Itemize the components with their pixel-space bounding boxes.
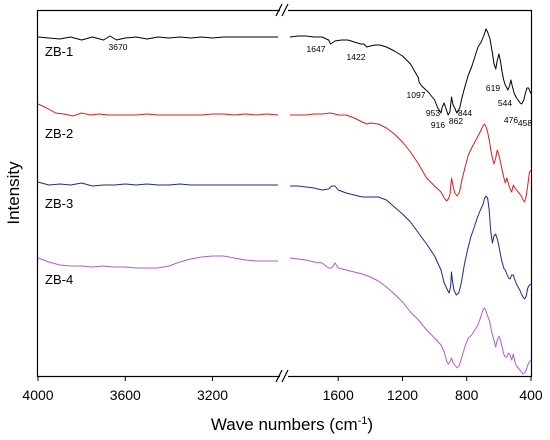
x-tick-label-800: 800	[455, 387, 479, 403]
series-label-zb-1: ZB-1	[45, 44, 73, 59]
x-tick-label-3600: 3600	[110, 387, 141, 403]
peak-label-916: 916	[431, 120, 445, 130]
x-tick-label-4000: 4000	[22, 387, 53, 403]
axis-break-mark-top-2	[281, 3, 289, 17]
peak-label-619: 619	[486, 83, 500, 93]
series-line-zb-3-segment-2	[290, 185, 532, 300]
series-line-zb-4-segment-1	[37, 255, 278, 269]
x-tick-label-400: 400	[519, 387, 543, 403]
x-tick-label-1600: 1600	[323, 387, 354, 403]
peak-label-3670: 3670	[109, 42, 128, 52]
x-tick-label-3200: 3200	[197, 387, 228, 403]
x-axis-title: Wave numbers (cm-1)	[211, 415, 373, 434]
series-line-zb-4-segment-2	[289, 257, 532, 375]
peak-label-953: 953	[426, 108, 440, 118]
axis-break-mark-bottom-2	[281, 369, 289, 383]
peak-label-1422: 1422	[347, 52, 366, 62]
series-line-zb-2-segment-1	[37, 103, 279, 117]
axis-break-mark-bottom-1	[275, 369, 283, 383]
y-axis-title: Intensity	[4, 161, 23, 225]
peak-label-544: 544	[498, 98, 512, 108]
plot-frame	[36, 9, 533, 378]
peak-label-476: 476	[504, 115, 518, 125]
peak-label-458: 458	[518, 118, 532, 128]
x-tick-label-1200: 1200	[387, 387, 418, 403]
axis-break-gap-top	[280, 7, 288, 13]
axis-break-gap-bottom	[280, 373, 288, 379]
series-label-zb-4: ZB-4	[45, 272, 73, 287]
series-label-zb-3: ZB-3	[45, 196, 73, 211]
series-label-zb-2: ZB-2	[45, 126, 73, 141]
series-line-zb-1-segment-1	[37, 35, 278, 41]
peak-label-844: 844	[458, 108, 472, 118]
series-line-zb-2-segment-2	[290, 112, 532, 203]
series-line-zb-1-segment-2	[289, 28, 532, 116]
peak-label-1097: 1097	[407, 90, 426, 100]
peak-label-862: 862	[449, 116, 463, 126]
peak-label-1647: 1647	[307, 44, 326, 54]
series-line-zb-3-segment-1	[37, 181, 278, 187]
axis-break-mark-top-1	[275, 3, 283, 17]
